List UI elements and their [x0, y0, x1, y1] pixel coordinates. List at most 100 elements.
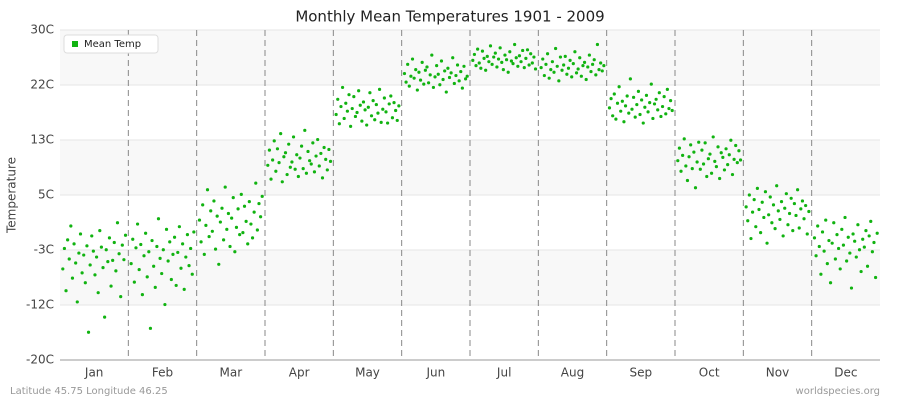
point [213, 247, 218, 251]
point [565, 72, 569, 76]
legend-box [63, 34, 159, 54]
point [643, 105, 647, 109]
point [223, 185, 227, 189]
point [762, 215, 766, 220]
point [812, 236, 817, 240]
point [527, 63, 531, 67]
point [373, 118, 377, 122]
point [716, 145, 720, 149]
point [799, 207, 803, 211]
point [308, 159, 312, 163]
point [814, 254, 818, 258]
point [532, 55, 536, 59]
point [545, 52, 550, 56]
point [443, 69, 447, 73]
point [775, 184, 779, 188]
point [135, 222, 140, 226]
point [779, 200, 784, 204]
point [355, 110, 359, 115]
point [119, 295, 123, 299]
point [296, 174, 300, 179]
point [578, 56, 582, 60]
point [360, 119, 364, 123]
point [77, 251, 81, 255]
point [145, 275, 149, 279]
point [190, 272, 194, 276]
point [90, 234, 94, 238]
point [713, 159, 717, 163]
point [557, 79, 561, 83]
point [776, 209, 780, 213]
point [285, 172, 289, 177]
point [349, 124, 353, 128]
x-tick-label: Jan [84, 366, 104, 380]
point [828, 281, 833, 285]
point [120, 243, 124, 247]
point [221, 238, 226, 242]
point [117, 252, 121, 256]
point [496, 57, 501, 61]
point [594, 73, 598, 77]
point [392, 101, 396, 105]
point [140, 293, 144, 297]
point [484, 68, 488, 72]
point [700, 148, 704, 152]
point [324, 157, 328, 161]
point [576, 67, 580, 71]
point [614, 117, 618, 121]
point [336, 97, 340, 101]
point [611, 114, 615, 118]
point [841, 243, 846, 247]
point [711, 135, 715, 139]
point [754, 225, 758, 229]
point [744, 205, 748, 209]
point [525, 48, 530, 52]
point [366, 105, 370, 109]
point [99, 245, 104, 249]
point [428, 73, 432, 77]
point [172, 235, 177, 239]
point [587, 53, 591, 57]
point [344, 101, 348, 105]
point [656, 108, 660, 112]
point [479, 66, 483, 70]
point [209, 209, 213, 213]
y-tick-label: -12C [26, 298, 54, 312]
x-tick-label: May [355, 366, 380, 380]
point [402, 71, 407, 76]
point [787, 211, 792, 216]
point [816, 224, 820, 228]
point [796, 188, 800, 192]
point [687, 155, 691, 159]
point [199, 240, 203, 244]
point [771, 203, 776, 207]
point [602, 64, 606, 68]
point [267, 148, 272, 152]
x-tick-label: Jun [425, 366, 445, 380]
point [830, 241, 834, 245]
point [260, 194, 264, 198]
point [493, 51, 497, 55]
point [409, 74, 413, 78]
point [767, 213, 771, 217]
point [522, 66, 526, 70]
point [304, 171, 309, 175]
point [93, 273, 97, 277]
point [746, 219, 750, 223]
y-tick-label: -3C [34, 242, 54, 256]
point [480, 49, 485, 53]
point [755, 186, 759, 190]
point [612, 92, 616, 96]
point [171, 252, 175, 256]
point [636, 89, 641, 93]
point [854, 255, 858, 259]
point [670, 108, 674, 113]
point [558, 55, 563, 59]
point [865, 264, 870, 268]
point [682, 137, 686, 141]
point [679, 169, 683, 173]
point [212, 199, 216, 203]
point [495, 65, 499, 69]
